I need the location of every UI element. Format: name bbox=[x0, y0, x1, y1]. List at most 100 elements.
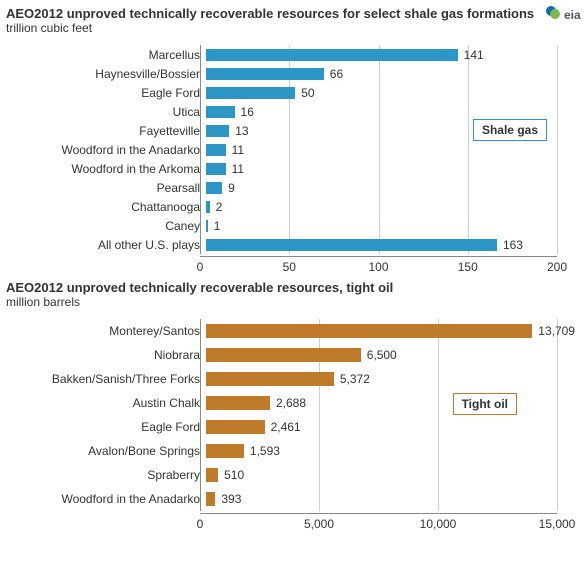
shale-bar-value: 13 bbox=[229, 124, 248, 138]
shale-bar-label: Marcellus bbox=[0, 48, 206, 62]
tight-bar-row: Monterey/Santos13,709 bbox=[0, 319, 587, 343]
shale-legend: Shale gas bbox=[473, 119, 547, 141]
shale-bar bbox=[206, 163, 226, 175]
tight-bar-value: 5,372 bbox=[334, 372, 370, 386]
shale-bar-row: Eagle Ford 50 bbox=[0, 83, 587, 102]
shale-plot-area: 050100150200Marcellus141Haynesville/Boss… bbox=[0, 39, 587, 274]
shale-bar-label: Woodford in the Arkoma bbox=[0, 162, 206, 176]
tight-bar-track: 2,461 bbox=[206, 415, 587, 439]
shale-bar-row: Marcellus 141 bbox=[0, 45, 587, 64]
tight-chart-subtitle: million barrels bbox=[0, 295, 587, 313]
shale-bar-value: 16 bbox=[235, 105, 254, 119]
shale-bar-value: 141 bbox=[458, 48, 484, 62]
shale-x-tick: 50 bbox=[283, 260, 296, 274]
shale-bar-track: 50 bbox=[206, 83, 587, 102]
tight-bar-value: 2,461 bbox=[265, 420, 301, 434]
tight-bar-label: Eagle Ford bbox=[0, 420, 206, 434]
tight-bar-row: Niobrara6,500 bbox=[0, 343, 587, 367]
tight-bar-value: 2,688 bbox=[270, 396, 306, 410]
shale-bar-row: All other U.S. plays 163 bbox=[0, 235, 587, 254]
tight-bar-value: 510 bbox=[218, 468, 244, 482]
shale-bar-row: Woodford in the Anadarko11 bbox=[0, 140, 587, 159]
tight-bar-track: 393 bbox=[206, 487, 587, 511]
shale-bar-label: Fayetteville bbox=[0, 124, 206, 138]
shale-chart-subtitle: trillion cubic feet bbox=[0, 21, 587, 39]
shale-bar-label: Eagle Ford bbox=[0, 86, 206, 100]
shale-bar-row: Pearsall9 bbox=[0, 178, 587, 197]
shale-bar-track: 2 bbox=[206, 197, 587, 216]
tight-bar bbox=[206, 348, 361, 362]
shale-bar-track: 1 bbox=[206, 216, 587, 235]
tight-x-tick: 10,000 bbox=[420, 517, 457, 531]
tight-bar-label: Austin Chalk bbox=[0, 396, 206, 410]
tight-bar bbox=[206, 372, 334, 386]
tight-bar-label: Avalon/Bone Springs bbox=[0, 444, 206, 458]
tight-oil-chart: AEO2012 unproved technically recoverable… bbox=[0, 274, 587, 529]
tight-bar-value: 393 bbox=[215, 492, 241, 506]
tight-bar-value: 6,500 bbox=[361, 348, 397, 362]
tight-bar-track: 1,593 bbox=[206, 439, 587, 463]
shale-bar bbox=[206, 125, 229, 137]
shale-bar-value: 50 bbox=[295, 86, 314, 100]
shale-x-tick: 150 bbox=[458, 260, 478, 274]
tight-bar-row: Bakken/Sanish/Three Forks 5,372 bbox=[0, 367, 587, 391]
tight-chart-title: AEO2012 unproved technically recoverable… bbox=[0, 274, 587, 295]
shale-bar-label: All other U.S. plays bbox=[0, 238, 206, 252]
tight-x-tick: 15,000 bbox=[539, 517, 576, 531]
tight-bar-row: Eagle Ford 2,461 bbox=[0, 415, 587, 439]
shale-bar-row: Haynesville/Bossier 66 bbox=[0, 64, 587, 83]
tight-bar-row: Spraberry 510 bbox=[0, 463, 587, 487]
shale-x-tick: 200 bbox=[547, 260, 567, 274]
shale-bar-value: 66 bbox=[324, 67, 343, 81]
tight-bar-label: Monterey/Santos bbox=[0, 324, 206, 338]
shale-bar-value: 163 bbox=[497, 238, 523, 252]
shale-bar-track: 9 bbox=[206, 178, 587, 197]
shale-bar-track: 141 bbox=[206, 45, 587, 64]
shale-bar-track: 66 bbox=[206, 64, 587, 83]
shale-bar-track: 11 bbox=[206, 159, 587, 178]
tight-bar-row: Avalon/Bone Springs1,593 bbox=[0, 439, 587, 463]
tight-x-tick: 5,000 bbox=[304, 517, 334, 531]
shale-bar-value: 1 bbox=[208, 219, 221, 233]
shale-bar-row: Caney1 bbox=[0, 216, 587, 235]
shale-x-axis bbox=[200, 256, 557, 257]
tight-bar bbox=[206, 420, 265, 434]
tight-bar-label: Bakken/Sanish/Three Forks bbox=[0, 372, 206, 386]
shale-gas-chart: AEO2012 unproved technically recoverable… bbox=[0, 0, 587, 274]
tight-bar-track: 6,500 bbox=[206, 343, 587, 367]
tight-bar-row: Woodford in the Anadarko 393 bbox=[0, 487, 587, 511]
shale-bar-label: Utica bbox=[0, 105, 206, 119]
shale-chart-title: AEO2012 unproved technically recoverable… bbox=[0, 0, 587, 21]
shale-x-tick: 0 bbox=[197, 260, 204, 274]
shale-bar bbox=[206, 87, 295, 99]
tight-x-tick: 0 bbox=[197, 517, 204, 531]
shale-bar-row: Chattanooga 2 bbox=[0, 197, 587, 216]
tight-bar bbox=[206, 492, 215, 506]
shale-bar-value: 9 bbox=[222, 181, 235, 195]
shale-bar-value: 11 bbox=[226, 162, 244, 176]
shale-bar-label: Haynesville/Bossier bbox=[0, 67, 206, 81]
tight-plot-area: 0 5,000 10,000 15,000 Monterey/Santos13,709N… bbox=[0, 313, 587, 529]
shale-bar bbox=[206, 106, 235, 118]
tight-x-axis bbox=[200, 513, 557, 514]
shale-bar-label: Chattanooga bbox=[0, 200, 206, 214]
tight-legend: Tight oil bbox=[453, 393, 517, 415]
shale-bar-label: Caney bbox=[0, 219, 206, 233]
tight-bar bbox=[206, 396, 270, 410]
tight-bar-label: Spraberry bbox=[0, 468, 206, 482]
tight-bar-label: Woodford in the Anadarko bbox=[0, 492, 206, 506]
tight-bar-track: 2,688 bbox=[206, 391, 587, 415]
tight-bar bbox=[206, 444, 244, 458]
shale-bar bbox=[206, 239, 497, 251]
shale-bar-track: 163 bbox=[206, 235, 587, 254]
shale-bar-track: 11 bbox=[206, 140, 587, 159]
shale-bar bbox=[206, 49, 458, 61]
tight-bar bbox=[206, 324, 532, 338]
tight-bar-track: 13,709 bbox=[206, 319, 587, 343]
shale-bar-label: Woodford in the Anadarko bbox=[0, 143, 206, 157]
shale-bar-value: 2 bbox=[210, 200, 223, 214]
tight-bar-track: 5,372 bbox=[206, 367, 587, 391]
tight-bar bbox=[206, 468, 218, 482]
tight-bar-track: 510 bbox=[206, 463, 587, 487]
shale-bar bbox=[206, 68, 324, 80]
